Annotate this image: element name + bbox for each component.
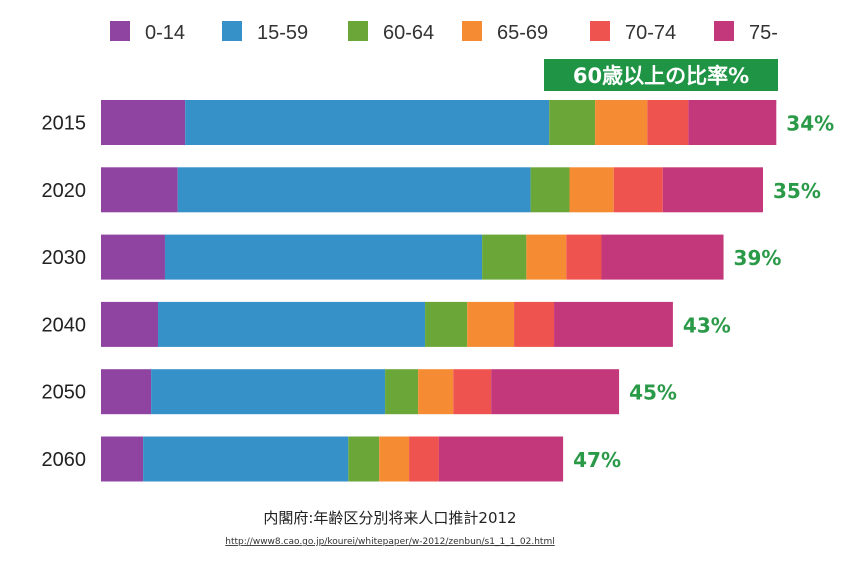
bar-segment-2060-70-74 — [409, 436, 439, 482]
bar-segment-2040-65-69 — [467, 301, 515, 347]
bar-segment-2050-60-64 — [385, 369, 419, 415]
data-label-2015: 34% — [786, 112, 834, 136]
y-tick-label: 2050 — [42, 382, 87, 404]
legend-label-75-: 75- — [749, 22, 778, 44]
legend-label-65-69: 65-69 — [497, 22, 548, 44]
bar-segment-2040-60-64 — [425, 301, 468, 347]
legend-label-70-74: 70-74 — [625, 22, 676, 44]
bar-row-2030: 2030 39% — [42, 234, 782, 280]
bar-segment-2060-75- — [438, 436, 564, 482]
bar-segment-2060-15-59 — [143, 436, 349, 482]
y-tick-label: 2040 — [42, 314, 87, 336]
bars: 2015 34% 2020 35% 2030 39% 2040 43% 2050 45% 2060 4… — [42, 100, 834, 482]
bar-segment-2015-60-64 — [549, 100, 596, 145]
legend-swatch-70-74 — [590, 21, 610, 41]
bar-segment-2040-75- — [554, 301, 673, 347]
bar-segment-2040-0-14 — [101, 301, 159, 347]
bar-segment-2050-65-69 — [418, 369, 454, 415]
bar-segment-2030-60-64 — [482, 234, 527, 280]
bar-segment-2020-70-74 — [613, 167, 663, 213]
data-label-2050: 45% — [629, 381, 677, 405]
bar-segment-2030-15-59 — [164, 234, 483, 280]
title-badge: 60歳以上の比率% — [544, 59, 778, 91]
bar-segment-2030-0-14 — [101, 234, 165, 280]
bar-row-2060: 2060 47% — [42, 436, 621, 482]
bar-segment-2060-0-14 — [101, 436, 144, 482]
y-tick-label: 2060 — [42, 449, 87, 471]
source-link[interactable]: http://www8.cao.go.jp/kourei/whitepaper/… — [225, 537, 554, 547]
legend-label-15-59: 15-59 — [257, 22, 308, 44]
chart-title: 60歳以上の比率% — [573, 64, 749, 88]
data-label-2020: 35% — [773, 179, 821, 203]
bar-segment-2050-75- — [491, 369, 620, 415]
data-label-2040: 43% — [683, 313, 731, 337]
bar-segment-2015-65-69 — [595, 100, 648, 145]
legend-swatch-15-59 — [222, 21, 242, 41]
bar-segment-2060-65-69 — [379, 436, 410, 482]
y-tick-label: 2030 — [42, 247, 87, 269]
bar-segment-2050-15-59 — [151, 369, 386, 415]
bar-segment-2020-15-59 — [177, 167, 531, 213]
legend-swatch-0-14 — [110, 21, 130, 41]
bar-segment-2020-0-14 — [101, 167, 178, 213]
legend-label-0-14: 0-14 — [145, 22, 185, 44]
legend-swatch-75- — [714, 21, 734, 41]
legend-swatch-65-69 — [462, 21, 482, 41]
bar-segment-2040-70-74 — [514, 301, 555, 347]
bar-segment-2015-70-74 — [647, 100, 689, 145]
bar-segment-2020-65-69 — [569, 167, 614, 213]
y-tick-label: 2020 — [42, 180, 87, 202]
legend-swatch-60-64 — [348, 21, 368, 41]
bar-segment-2050-0-14 — [101, 369, 152, 415]
data-label-2030: 39% — [734, 246, 782, 270]
legend: 0-14 15-59 60-64 65-69 70-74 75- — [110, 21, 778, 44]
bar-segment-2015-75- — [688, 100, 777, 145]
legend-label-60-64: 60-64 — [383, 22, 434, 44]
bar-row-2050: 2050 45% — [42, 369, 677, 415]
y-tick-label: 2015 — [42, 113, 87, 135]
bar-row-2020: 2020 35% — [42, 167, 821, 213]
bar-segment-2060-60-64 — [348, 436, 380, 482]
bar-row-2040: 2040 43% — [42, 301, 731, 347]
bar-segment-2030-75- — [601, 234, 724, 280]
bar-segment-2015-15-59 — [185, 100, 550, 145]
bar-segment-2020-60-64 — [530, 167, 570, 213]
bar-row-2015: 2015 34% — [42, 100, 834, 145]
source-text: 内閣府:年齢区分別将来人口推計2012 — [263, 509, 516, 527]
bar-segment-2030-70-74 — [566, 234, 602, 280]
bar-segment-2030-65-69 — [526, 234, 567, 280]
bar-segment-2050-70-74 — [453, 369, 492, 415]
bar-segment-2015-0-14 — [101, 100, 186, 145]
bar-segment-2020-75- — [662, 167, 763, 213]
data-label-2060: 47% — [573, 448, 621, 472]
bar-segment-2040-15-59 — [158, 301, 426, 347]
